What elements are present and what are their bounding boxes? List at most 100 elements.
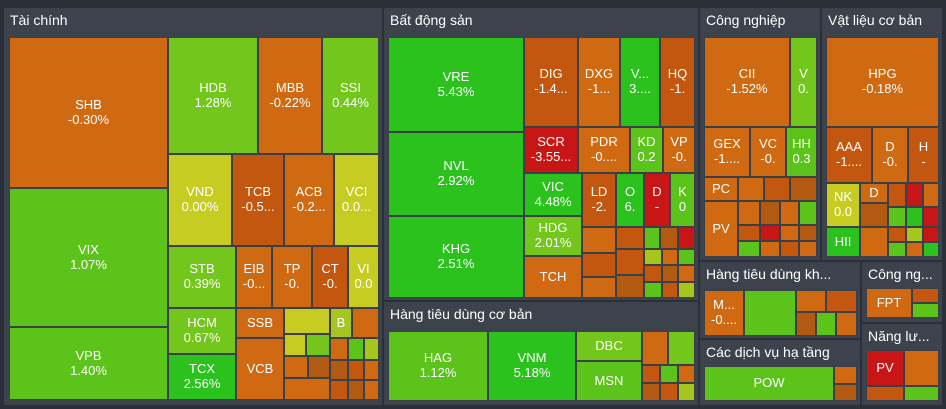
stock-tile-mbb[interactable]: MBB -0.22% [258, 37, 322, 154]
small-stock-tile[interactable] [780, 241, 799, 257]
small-stock-tile[interactable] [660, 227, 678, 249]
stock-tile-tcb[interactable]: TCB -0.5... [232, 154, 284, 246]
small-stock-tile[interactable] [923, 183, 939, 207]
stock-tile-vi[interactable]: VI 0.0 [348, 246, 379, 308]
small-stock-tile[interactable] [678, 227, 695, 249]
small-stock-tile[interactable] [678, 249, 695, 265]
stock-tile-d-mat-2[interactable]: D [860, 183, 888, 203]
stock-tile-shb[interactable]: SHB -0.30% [9, 37, 168, 188]
small-stock-tile[interactable] [816, 312, 836, 336]
stock-tile-pv-energy[interactable]: PV [866, 350, 904, 386]
small-stock-tile[interactable] [760, 201, 780, 225]
small-stock-tile[interactable] [799, 201, 817, 225]
small-stock-tile[interactable] [744, 290, 796, 336]
stock-tile-o[interactable]: O 6. [616, 173, 644, 227]
small-stock-tile[interactable] [644, 265, 662, 282]
small-stock-tile[interactable] [790, 177, 817, 201]
stock-tile-pow[interactable]: POW [704, 366, 834, 401]
small-stock-tile[interactable] [284, 356, 308, 378]
small-stock-tile[interactable] [352, 308, 379, 338]
small-stock-tile[interactable] [923, 207, 939, 227]
stock-tile-vp[interactable]: VP -0. [663, 127, 695, 173]
stock-tile-ld[interactable]: LD -2. [582, 173, 616, 227]
small-stock-tile[interactable] [906, 183, 923, 207]
stock-tile-pv[interactable]: PV [704, 201, 738, 257]
stock-tile-ssb[interactable]: SSB [236, 308, 284, 338]
stock-tile-vic[interactable]: VIC 4.48% [524, 173, 582, 216]
small-stock-tile[interactable] [923, 227, 939, 242]
small-stock-tile[interactable] [364, 338, 379, 360]
small-stock-tile[interactable] [796, 312, 816, 336]
small-stock-tile[interactable] [330, 338, 348, 360]
stock-tile-stb[interactable]: STB 0.39% [168, 246, 236, 308]
stock-tile-vc[interactable]: VC -0. [750, 127, 786, 177]
stock-tile-vre[interactable]: VRE 5.43% [388, 37, 524, 132]
small-stock-tile[interactable] [348, 380, 364, 400]
small-stock-tile[interactable] [582, 227, 616, 253]
small-stock-tile[interactable] [306, 334, 330, 356]
small-stock-tile[interactable] [764, 177, 790, 201]
stock-tile-cii[interactable]: CII -1.52% [704, 37, 790, 127]
stock-tile-vix[interactable]: VIX 1.07% [9, 188, 168, 327]
small-stock-tile[interactable] [866, 386, 904, 401]
stock-tile-hcm[interactable]: HCM 0.67% [168, 308, 236, 354]
small-stock-tile[interactable] [284, 378, 330, 400]
stock-tile-d[interactable]: D - [644, 173, 670, 227]
stock-tile-hdb[interactable]: HDB 1.28% [168, 37, 258, 154]
small-stock-tile[interactable] [668, 331, 695, 365]
stock-tile-acb[interactable]: ACB -0.2... [284, 154, 334, 246]
stock-tile-hdg[interactable]: HDG 2.01% [524, 216, 582, 256]
stock-tile-tcx[interactable]: TCX 2.56% [168, 354, 236, 400]
small-stock-tile[interactable] [796, 290, 826, 312]
small-stock-tile[interactable] [888, 207, 906, 227]
stock-tile-tp[interactable]: TP -0. [272, 246, 312, 308]
stock-tile-hq[interactable]: HQ -1. [660, 37, 695, 127]
small-stock-tile[interactable] [662, 282, 678, 298]
small-stock-tile[interactable] [678, 282, 695, 298]
small-stock-tile[interactable] [616, 249, 644, 275]
stock-tile-ct[interactable]: CT -0. [312, 246, 348, 308]
stock-tile-pc[interactable]: PC [704, 177, 738, 201]
small-stock-tile[interactable] [860, 227, 888, 257]
small-stock-tile[interactable] [780, 201, 799, 225]
stock-tile-ssi[interactable]: SSI 0.44% [322, 37, 379, 154]
small-stock-tile[interactable] [780, 225, 799, 241]
small-stock-tile[interactable] [906, 227, 923, 242]
small-stock-tile[interactable] [330, 360, 348, 380]
stock-tile-vcb[interactable]: VCB [236, 338, 284, 400]
small-stock-tile[interactable] [888, 183, 906, 207]
stock-tile-vci[interactable]: VCI 0.0... [334, 154, 379, 246]
stock-tile-nk[interactable]: NK 0.0 [826, 183, 860, 227]
small-stock-tile[interactable] [760, 241, 780, 257]
small-stock-tile[interactable] [888, 242, 906, 257]
small-stock-tile[interactable] [644, 227, 660, 249]
stock-tile-hag[interactable]: HAG 1.12% [388, 331, 488, 401]
stock-tile-pdr[interactable]: PDR -0.... [578, 127, 630, 173]
small-stock-tile[interactable] [644, 249, 662, 265]
small-stock-tile[interactable] [738, 201, 760, 225]
small-stock-tile[interactable] [308, 356, 330, 378]
small-stock-tile[interactable] [826, 290, 857, 312]
stock-tile-v-ind[interactable]: V 0. [790, 37, 817, 127]
small-stock-tile[interactable] [678, 383, 695, 401]
stock-tile-msn[interactable]: MSN [576, 361, 642, 401]
small-stock-tile[interactable] [364, 360, 379, 380]
small-stock-tile[interactable] [642, 365, 660, 383]
small-stock-tile[interactable] [906, 242, 923, 257]
small-stock-tile[interactable] [738, 225, 760, 241]
stock-tile-v[interactable]: V... 3.... [620, 37, 660, 127]
small-stock-tile[interactable] [678, 265, 695, 282]
stock-tile-hh[interactable]: HH 0.3 [786, 127, 817, 177]
small-stock-tile[interactable] [904, 386, 939, 401]
small-stock-tile[interactable] [582, 253, 616, 277]
small-stock-tile[interactable] [923, 242, 939, 257]
small-stock-tile[interactable] [906, 207, 923, 227]
small-stock-tile[interactable] [348, 338, 364, 360]
small-stock-tile[interactable] [834, 366, 857, 384]
small-stock-tile[interactable] [836, 312, 857, 336]
small-stock-tile[interactable] [860, 203, 888, 227]
stock-tile-vnd[interactable]: VND 0.00% [168, 154, 232, 246]
stock-tile-b[interactable]: B [330, 308, 352, 338]
small-stock-tile[interactable] [678, 365, 695, 383]
stock-tile-hii[interactable]: HII [826, 227, 860, 257]
